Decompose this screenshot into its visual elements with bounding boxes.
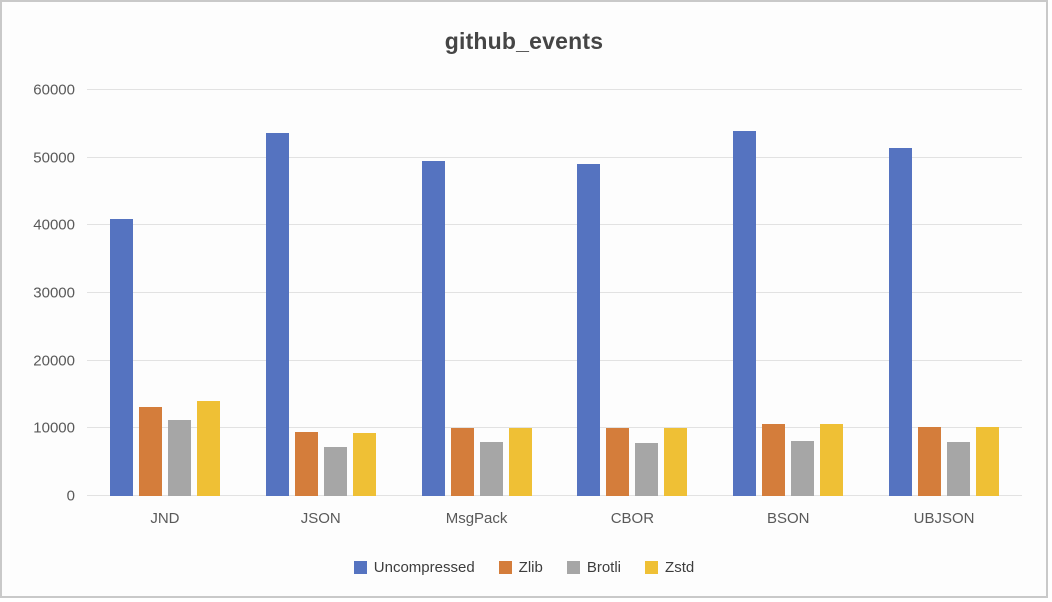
bar-group-cbor bbox=[577, 90, 688, 496]
gridline bbox=[87, 292, 1022, 293]
bar-brotli-ubjson bbox=[947, 441, 971, 496]
x-axis-category-label: JSON bbox=[300, 510, 341, 527]
bar-uncompressed-json bbox=[265, 133, 289, 496]
bar-group-json bbox=[265, 90, 376, 496]
legend-item-uncompressed: Uncompressed bbox=[353, 559, 475, 576]
bar-brotli-msgpack bbox=[479, 441, 503, 496]
legend-label: Brotli bbox=[586, 559, 622, 576]
legend: Uncompressed Zlib Brotli Zstd bbox=[2, 559, 1046, 576]
gridline bbox=[87, 359, 1022, 361]
bar-uncompressed-jnd bbox=[109, 218, 133, 496]
bar-zstd-jnd bbox=[196, 400, 220, 496]
x-axis-category-label: MsgPack bbox=[445, 510, 508, 527]
bar-zlib-jnd bbox=[138, 406, 162, 496]
bar-zstd-json bbox=[352, 433, 376, 496]
bar-group-ubjson bbox=[889, 90, 1000, 496]
gridline bbox=[87, 224, 1022, 226]
bar-brotli-jnd bbox=[167, 419, 191, 496]
y-axis-tick-label: 40000 bbox=[33, 216, 75, 234]
bar-group-msgpack bbox=[421, 90, 532, 496]
bar-zlib-bson bbox=[762, 423, 786, 496]
legend-item-zstd: Zstd bbox=[645, 559, 694, 576]
x-axis: JND JSON MsgPack CBOR BSON UBJSON bbox=[87, 510, 1022, 527]
legend-label: Zstd bbox=[665, 559, 695, 576]
legend-label: Zlib bbox=[518, 559, 543, 576]
bar-brotli-cbor bbox=[635, 442, 659, 496]
bar-zlib-cbor bbox=[606, 427, 630, 496]
y-axis-tick-label: 60000 bbox=[33, 81, 75, 99]
bar-zstd-cbor bbox=[664, 427, 688, 496]
bar-zlib-json bbox=[294, 431, 318, 496]
bar-zlib-msgpack bbox=[450, 427, 474, 496]
bar-brotli-bson bbox=[791, 440, 815, 496]
legend-label: Uncompressed bbox=[373, 559, 475, 576]
x-axis-category-label: JND bbox=[150, 510, 180, 527]
bar-group-bson bbox=[733, 90, 844, 496]
gridline bbox=[87, 495, 1022, 496]
bar-group-jnd bbox=[109, 90, 220, 496]
legend-swatch-icon bbox=[566, 561, 580, 574]
y-axis-tick-label: 50000 bbox=[33, 149, 75, 167]
plot-area bbox=[87, 89, 1022, 496]
y-axis-tick-label: 30000 bbox=[33, 284, 75, 302]
x-axis-category-label: CBOR bbox=[610, 510, 655, 527]
bar-zlib-ubjson bbox=[918, 426, 942, 496]
bar-groups bbox=[87, 90, 1022, 496]
gridline bbox=[87, 427, 1022, 429]
x-axis-category-label: BSON bbox=[766, 510, 810, 527]
x-axis-category-label: UBJSON bbox=[913, 510, 975, 527]
chart-title: github_events bbox=[444, 28, 604, 54]
y-axis: 0 10000 20000 30000 40000 50000 60000 bbox=[2, 83, 75, 504]
legend-item-zlib: Zlib bbox=[498, 559, 543, 576]
gridline bbox=[87, 156, 1022, 158]
y-axis-tick-label: 10000 bbox=[33, 419, 75, 437]
legend-swatch-icon bbox=[645, 561, 659, 574]
bar-zstd-bson bbox=[820, 423, 844, 496]
bar-uncompressed-bson bbox=[733, 131, 757, 496]
y-axis-tick-label: 20000 bbox=[33, 352, 75, 370]
bar-zstd-ubjson bbox=[976, 426, 1000, 496]
legend-item-brotli: Brotli bbox=[566, 559, 622, 576]
y-axis-tick-label: 0 bbox=[66, 487, 75, 505]
legend-swatch-icon bbox=[353, 561, 367, 574]
bar-uncompressed-cbor bbox=[577, 164, 601, 496]
bar-uncompressed-ubjson bbox=[889, 148, 913, 496]
gridline bbox=[87, 89, 1022, 90]
bar-zstd-msgpack bbox=[508, 427, 532, 496]
legend-swatch-icon bbox=[498, 561, 512, 574]
bar-brotli-json bbox=[323, 446, 347, 496]
bar-uncompressed-msgpack bbox=[421, 161, 445, 496]
